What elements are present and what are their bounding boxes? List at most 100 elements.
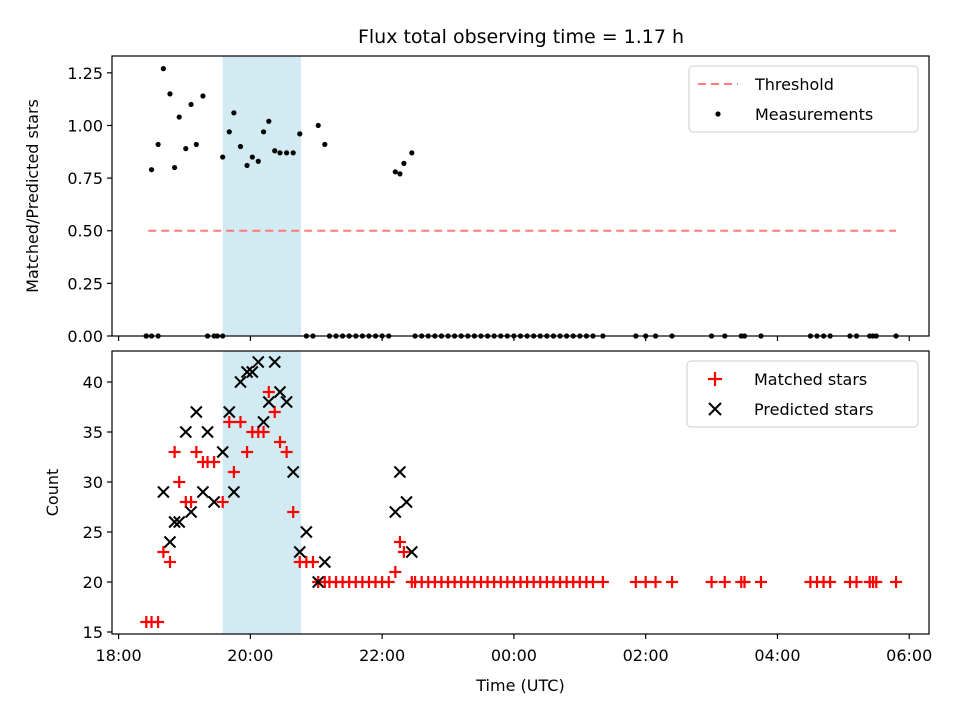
y-tick-label: 1.25 <box>67 64 103 83</box>
matched-star-point <box>268 406 281 418</box>
measurement-point <box>401 160 407 166</box>
matched-star-point <box>234 416 247 428</box>
measurement-point <box>260 129 267 135</box>
y-tick-label: 15 <box>83 623 103 642</box>
top-y-axis-ticks: 0.00 0.25 0.50 0.75 1.00 1.25 <box>67 64 112 346</box>
matched-star-point <box>216 496 229 508</box>
predicted-star-point <box>318 555 332 569</box>
matched-star-point <box>705 576 718 588</box>
chart-title: Flux total observing time = 1.17 h <box>358 26 684 48</box>
top-plot-frame <box>111 55 930 337</box>
predicted-star-point <box>157 485 170 499</box>
x-axis-label: Time (UTC) <box>475 676 564 695</box>
top-legend: Threshold Measurements <box>688 65 919 133</box>
measurement-points <box>143 66 899 339</box>
measurement-point <box>220 154 226 160</box>
bottom-legend-box <box>686 360 919 428</box>
matched-star-point <box>596 576 609 588</box>
y-tick-label: 0.50 <box>67 222 103 241</box>
legend-measurements-label: Measurements <box>755 105 873 124</box>
predicted-star-point <box>268 355 281 369</box>
predicted-star-point <box>179 425 193 439</box>
predicted-star-point <box>246 365 259 379</box>
matched-star-point <box>227 466 240 478</box>
legend-measurements-swatch <box>715 111 721 117</box>
bottom-y-axis-ticks: 15 20 25 30 35 40 <box>83 373 112 642</box>
matched-star-point <box>306 556 319 568</box>
bottom-y-axis-label: Count <box>43 469 62 517</box>
measurement-point <box>397 171 403 177</box>
matched-star-point <box>850 576 863 588</box>
matched-star-point <box>190 446 203 458</box>
predicted-star-point <box>312 575 325 589</box>
measurement-point <box>255 158 261 164</box>
predicted-star-point <box>300 525 313 539</box>
y-tick-label: 25 <box>83 523 103 542</box>
legend-predicted-label: Predicted stars <box>754 400 874 419</box>
matched-star-point <box>241 446 254 458</box>
predicted-star-point <box>168 515 181 529</box>
bottom-legend: Matched stars Predicted stars <box>686 360 919 428</box>
measurement-point <box>297 131 303 137</box>
predicted-star-point <box>405 545 418 559</box>
y-tick-label: 0.00 <box>67 327 103 346</box>
measurement-point <box>266 118 272 124</box>
y-tick-label: 35 <box>83 423 103 442</box>
measurement-point <box>322 141 328 148</box>
matched-star-point <box>208 456 221 468</box>
x-tick-label: 06:00 <box>886 646 932 665</box>
matched-star-point <box>718 576 731 588</box>
legend-matched-label: Matched stars <box>754 370 867 389</box>
x-tick-label: 00:00 <box>491 646 537 665</box>
matched-star-point <box>397 546 410 558</box>
predicted-star-point <box>184 505 198 519</box>
measurement-point <box>176 114 182 120</box>
measurement-point <box>409 150 415 156</box>
predicted-star-point <box>234 375 247 389</box>
predicted-star-point <box>273 385 287 399</box>
measurement-point <box>244 162 250 169</box>
bottom-plot-frame <box>111 350 930 635</box>
top-legend-box <box>688 65 919 133</box>
matched-star-point <box>890 576 903 588</box>
matched-star-point <box>280 446 293 458</box>
measurement-point <box>160 66 166 72</box>
measurement-point <box>200 93 206 99</box>
bottom-panel: 15 20 25 30 35 40 18:00 20:00 22:00 00:00 02:00 04… <box>43 350 932 695</box>
measurement-point <box>277 150 283 156</box>
y-tick-label: 40 <box>83 373 103 392</box>
matched-star-point <box>649 576 662 588</box>
matched-star-point <box>287 506 300 518</box>
matched-star-point <box>389 566 402 578</box>
matched-star-point <box>257 426 270 438</box>
matched-star-point <box>173 476 186 488</box>
bottom-x-axis-ticks: 18:00 20:00 22:00 00:00 02:00 04:00 06:00 <box>96 634 932 665</box>
x-tick-label: 18:00 <box>96 646 142 665</box>
top-y-axis-label: Matched/Predicted stars <box>23 99 42 293</box>
y-tick-label: 20 <box>83 573 103 592</box>
measurement-point <box>392 169 398 175</box>
y-tick-label: 0.75 <box>67 169 103 188</box>
matched-star-point <box>168 446 181 458</box>
predicted-star-point <box>172 515 186 529</box>
measurement-point <box>272 148 278 154</box>
matched-star-point <box>870 576 883 588</box>
predicted-star-point <box>280 395 293 409</box>
measurement-point <box>171 164 178 171</box>
measurement-point <box>231 110 237 116</box>
matched-star-point <box>738 576 751 588</box>
measurement-point <box>193 141 199 148</box>
matched-star-point <box>382 576 395 588</box>
measurement-point <box>167 91 173 97</box>
measurement-point <box>188 101 194 108</box>
predicted-star-point <box>190 405 203 419</box>
matched-star-point <box>152 616 165 628</box>
measurement-point <box>183 146 189 152</box>
predicted-star-point <box>216 445 229 459</box>
predicted-star-point <box>252 355 265 369</box>
predicted-star-point <box>400 495 413 509</box>
matched-star-point <box>262 386 275 398</box>
measurement-point <box>148 167 155 173</box>
measurement-point <box>284 150 290 156</box>
